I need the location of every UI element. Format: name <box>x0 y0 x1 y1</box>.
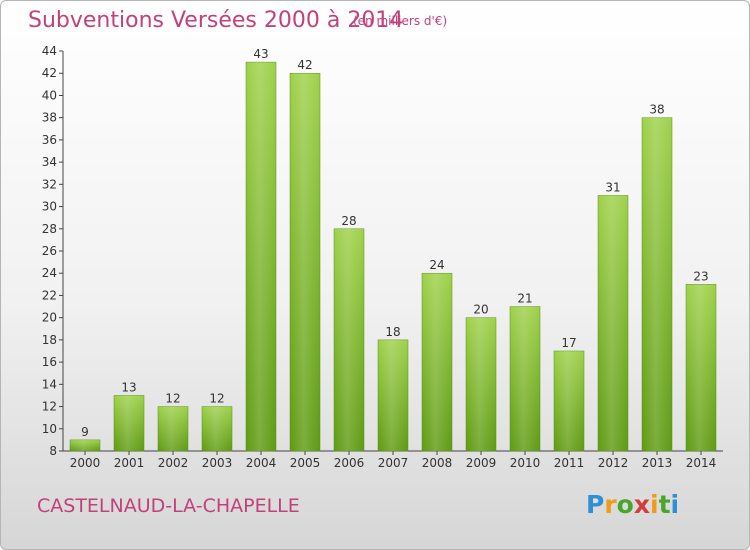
chart-axes: 8 10 12 14 16 18 20 22 24 26 28 30 32 34 36 38 40 42 44 200… <box>42 44 723 470</box>
y-tick-label: 10 <box>42 422 57 436</box>
bar-highlight <box>70 439 100 451</box>
bar-highlight <box>642 117 672 452</box>
bar-highlight <box>466 317 496 451</box>
bar-value-label: 9 <box>81 425 89 439</box>
bar-highlight <box>554 351 584 451</box>
x-tick-label: 2002 <box>158 456 189 470</box>
x-tick-label: 2003 <box>202 456 233 470</box>
x-tick-label: 2009 <box>466 456 497 470</box>
y-tick-label: 8 <box>49 444 57 458</box>
y-tick-label: 24 <box>42 266 57 280</box>
chart-bars: 9 13 12 12 43 42 28 18 24 20 21 17 31 38 23 <box>69 47 717 452</box>
bar-value-label: 24 <box>429 258 444 272</box>
bar-highlight <box>334 228 364 451</box>
x-tick-label: 2005 <box>290 456 321 470</box>
x-tick-label: 2010 <box>510 456 541 470</box>
bar-value-label: 38 <box>649 103 664 117</box>
y-tick-label: 42 <box>42 66 57 80</box>
x-tick-label: 2011 <box>554 456 585 470</box>
x-tick-label: 2004 <box>246 456 277 470</box>
x-tick-label: 2007 <box>378 456 409 470</box>
bar-value-label: 17 <box>561 336 576 350</box>
bar-highlight <box>598 195 628 451</box>
bar-highlight <box>290 73 320 451</box>
bar-value-label: 12 <box>165 392 180 406</box>
y-tick-label: 12 <box>42 400 57 414</box>
bar-highlight <box>510 306 540 451</box>
x-tick-label: 2008 <box>422 456 453 470</box>
x-tick-label: 2006 <box>334 456 365 470</box>
bar-highlight <box>378 339 408 451</box>
bar-value-label: 28 <box>341 214 356 228</box>
chart-title: Subventions Versées 2000 à 2014 <box>28 8 404 33</box>
y-tick-label: 44 <box>42 44 57 58</box>
bar-highlight <box>202 406 232 451</box>
x-tick-label: 2001 <box>114 456 145 470</box>
y-tick-label: 38 <box>42 111 57 125</box>
y-tick-label: 36 <box>42 133 57 147</box>
bar-value-label: 31 <box>605 180 620 194</box>
bar-highlight <box>246 62 276 451</box>
commune-name: CASTELNAUD-LA-CHAPELLE <box>37 495 300 517</box>
bar-value-label: 23 <box>693 269 708 283</box>
bar-value-label: 42 <box>297 58 312 72</box>
bar-value-label: 43 <box>253 47 268 61</box>
y-tick-label: 32 <box>42 177 57 191</box>
bar-value-label: 21 <box>517 292 532 306</box>
y-tick-label: 18 <box>42 333 57 347</box>
proxiti-logo[interactable]: Proxiti <box>586 490 680 519</box>
bar-highlight <box>114 395 144 451</box>
x-tick-label: 2014 <box>686 456 717 470</box>
y-tick-label: 20 <box>42 311 57 325</box>
y-tick-label: 34 <box>42 155 57 169</box>
bar-highlight <box>686 284 716 451</box>
y-tick-label: 14 <box>42 377 57 391</box>
bar-highlight <box>422 273 452 451</box>
y-tick-label: 26 <box>42 244 57 258</box>
x-tick-label: 2012 <box>598 456 629 470</box>
y-tick-label: 40 <box>42 88 57 102</box>
chart-subtitle: (en milliers d'€) <box>353 14 448 28</box>
bar-highlight <box>158 406 188 451</box>
x-tick-label: 2013 <box>642 456 673 470</box>
y-tick-label: 28 <box>42 222 57 236</box>
bar-value-label: 12 <box>209 392 224 406</box>
bar-value-label: 13 <box>121 380 136 394</box>
x-tick-label: 2000 <box>70 456 101 470</box>
y-tick-label: 30 <box>42 200 57 214</box>
bar-value-label: 20 <box>473 303 488 317</box>
bar-value-label: 18 <box>385 325 400 339</box>
y-tick-label: 22 <box>42 288 57 302</box>
y-tick-label: 16 <box>42 355 57 369</box>
